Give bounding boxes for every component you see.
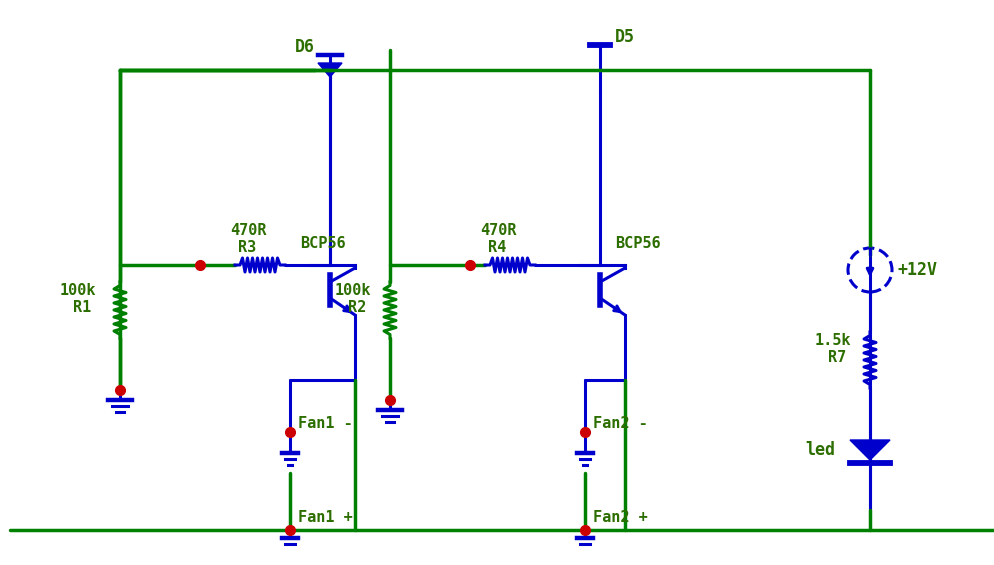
Polygon shape <box>318 63 342 77</box>
Text: Fan2 +: Fan2 + <box>593 510 648 525</box>
Text: Fan1 +: Fan1 + <box>298 510 353 525</box>
Text: R1: R1 <box>73 300 91 315</box>
Text: 470R: 470R <box>480 223 517 238</box>
Text: 1.5k: 1.5k <box>815 333 852 348</box>
Text: R2: R2 <box>348 300 366 315</box>
Text: 100k: 100k <box>335 283 372 298</box>
Text: R4: R4 <box>488 240 506 255</box>
Text: Fan1 -: Fan1 - <box>298 416 353 431</box>
Text: BCP56: BCP56 <box>615 236 661 251</box>
Text: D5: D5 <box>615 28 635 46</box>
Polygon shape <box>850 440 890 460</box>
Text: R3: R3 <box>238 240 256 255</box>
Text: led: led <box>805 441 835 459</box>
Text: +12V: +12V <box>898 261 938 279</box>
Text: 470R: 470R <box>230 223 266 238</box>
Text: 100k: 100k <box>60 283 96 298</box>
Text: Fan2 -: Fan2 - <box>593 416 648 431</box>
Text: R7: R7 <box>828 350 846 365</box>
Text: BCP56: BCP56 <box>300 236 346 251</box>
Text: D6: D6 <box>295 38 315 56</box>
